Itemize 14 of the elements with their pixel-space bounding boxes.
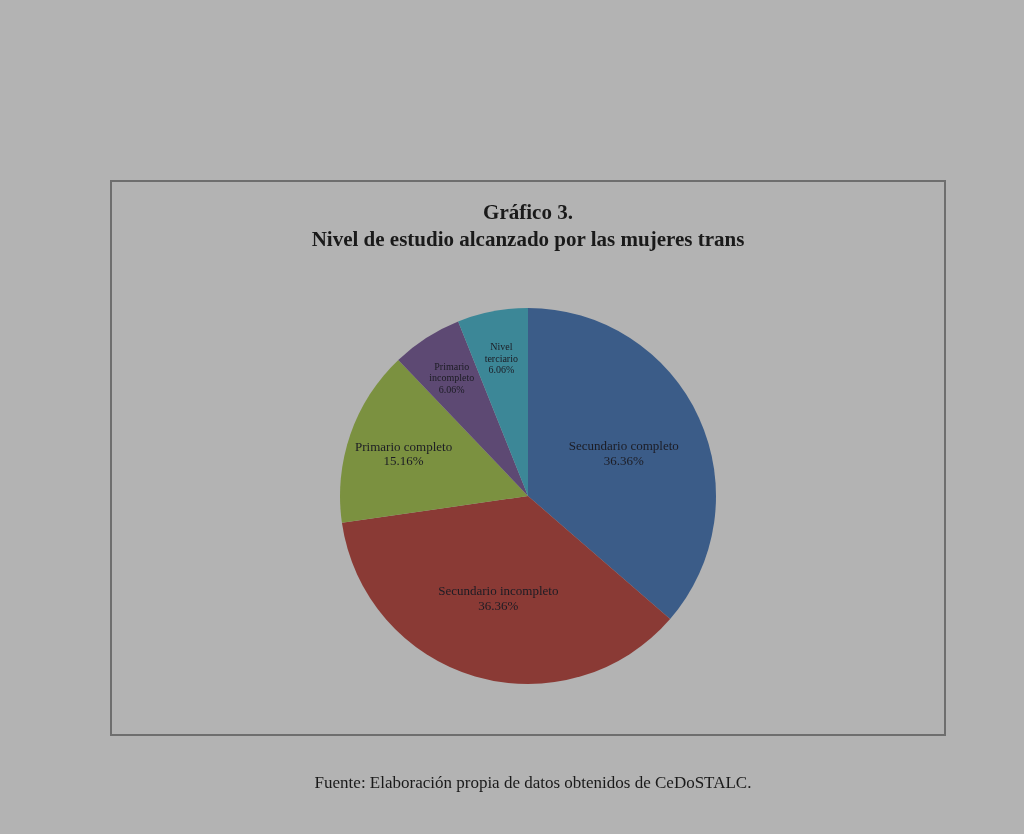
- slice-label: Secundario incompleto: [438, 582, 559, 598]
- data-label: 15.16%: [383, 452, 424, 468]
- chart-title: Gráfico 3.: [482, 200, 574, 225]
- chart-subtitle: Nivel de estudio alcanzado por las mujeres trans: [310, 227, 746, 252]
- data-label: 36.36%: [478, 597, 519, 612]
- source-note: Fuente: Elaboración propia de datos obtenidos de CeDoSTALC.: [313, 773, 753, 793]
- slice-label: Secundario completo: [568, 437, 679, 453]
- data-label: 6.06%: [438, 383, 465, 395]
- slice-label: Primario completo: [355, 438, 453, 454]
- data-label: 36.36%: [603, 452, 644, 468]
- data-label: 6.06%: [488, 363, 515, 375]
- slice-label: Nivel terciario: [484, 340, 518, 364]
- pie-slice: [341, 496, 671, 684]
- slice-label: Primario incompleto: [429, 360, 475, 383]
